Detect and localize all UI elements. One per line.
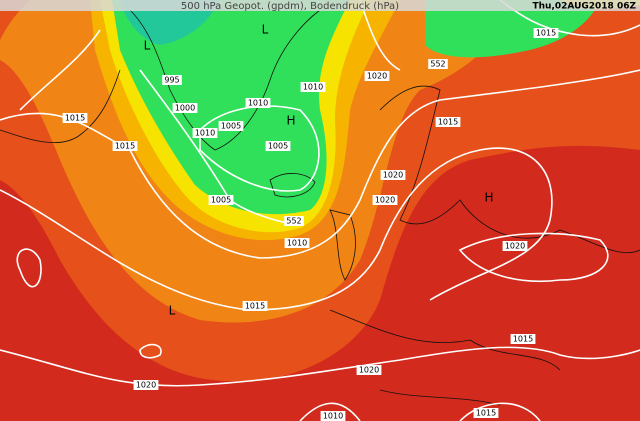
label-box: [533, 28, 559, 38]
pressure-centre: L: [169, 304, 176, 318]
isobar: [0, 147, 553, 311]
pressure-centre: H: [286, 114, 295, 128]
map-title: 500 hPa Geopot. (gpdm), Bodendruck (hPa): [181, 1, 399, 12]
label-box: [372, 195, 398, 205]
pressure-centre: L: [144, 39, 151, 53]
label-box: [245, 98, 271, 108]
coast-med: [329, 309, 561, 406]
label-box: [320, 411, 346, 421]
label-box: [265, 141, 291, 151]
field-teal: [120, 0, 220, 45]
coast-europe: [379, 85, 640, 254]
isobar-label: 1005: [211, 196, 231, 205]
pressure-centre: H: [484, 191, 493, 205]
isobar-label: 995: [164, 76, 179, 85]
isobar-label: 1020: [136, 381, 156, 390]
isobar-label: 552: [286, 217, 301, 226]
isobar-label: 1015: [245, 302, 265, 311]
isobar-label: 1015: [65, 114, 85, 123]
label-box: [435, 117, 461, 127]
isobar-label: 1005: [268, 142, 288, 151]
coast-greenland: [129, 9, 321, 151]
field-green-ne: [425, 0, 600, 58]
label-box: [112, 141, 138, 151]
pressure-centre: L: [262, 23, 269, 37]
label-box: [192, 128, 218, 138]
isobar-label: 1015: [476, 409, 496, 418]
label-box: [502, 241, 528, 251]
label-box: [162, 75, 182, 85]
isobar-label: 1000: [175, 104, 195, 113]
isobar: [139, 343, 162, 359]
isobar-label: 1020: [367, 72, 387, 81]
isobar-label: 1005: [221, 122, 241, 131]
label-box: [473, 408, 499, 418]
label-box: [218, 121, 244, 131]
isobar-label: 1020: [383, 171, 403, 180]
isobar-label: 1020: [375, 196, 395, 205]
isobar-label: 1015: [438, 118, 458, 127]
coast-canada: [0, 69, 121, 143]
isobar-label: 1015: [115, 142, 135, 151]
label-box: [208, 195, 234, 205]
isobar: [19, 29, 301, 226]
isobar-label: 1020: [359, 366, 379, 375]
isobar: [299, 402, 541, 421]
field-green: [112, 0, 350, 215]
isobar-label: 1010: [248, 99, 268, 108]
isobar: [0, 346, 640, 387]
isobar-label: 1015: [513, 335, 533, 344]
coast-britain: [329, 209, 356, 281]
isobar-label: 1010: [323, 412, 343, 421]
labels: L L 995 1000 1010 1010 1005 1010 H 1005 1015 1015 10…: [62, 23, 559, 421]
label-box: [428, 59, 448, 69]
isobar-label: 1015: [536, 29, 556, 38]
isobar-label: 1010: [303, 83, 323, 92]
isobar-label: 1010: [195, 129, 215, 138]
label-box: [242, 301, 268, 311]
isobar: [458, 232, 609, 283]
label-box: [510, 334, 536, 344]
label-box: [62, 113, 88, 123]
label-box: [364, 71, 390, 81]
isobar: [199, 105, 320, 192]
header-bar: [0, 0, 640, 11]
label-box: [356, 365, 382, 375]
isobar-label: 552: [430, 60, 445, 69]
coast-iceland: [269, 173, 316, 198]
coastlines: [0, 9, 640, 406]
label-box: [284, 216, 304, 226]
isobar-label: 1010: [287, 239, 307, 248]
isobar: [16, 248, 42, 288]
map-datetime: Thu,02AUG2018 06Z: [532, 2, 636, 12]
label-box: [133, 380, 159, 390]
label-box: [300, 82, 326, 92]
isobar-label: 1020: [505, 242, 525, 251]
label-box: [284, 238, 310, 248]
label-box: [172, 103, 198, 113]
label-box: [380, 170, 406, 180]
